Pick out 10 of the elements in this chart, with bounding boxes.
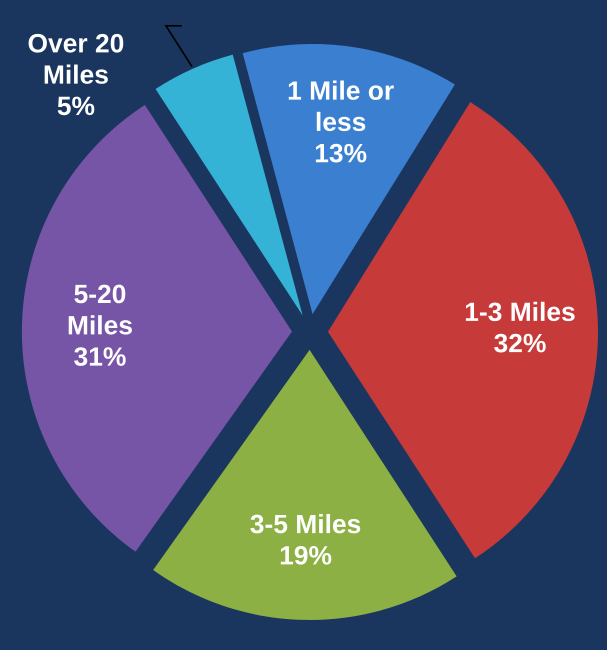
- data-label: 31%: [74, 347, 126, 366]
- slice-label: 1-3 Miles: [466, 302, 575, 322]
- slice-label: 5-20 Miles: [68, 284, 132, 335]
- slice-label: 3-5 Miles: [250, 514, 360, 534]
- slice-label: 1 Mile or less: [288, 80, 394, 132]
- data-label: 19%: [280, 546, 332, 565]
- data-label: 13%: [316, 144, 366, 163]
- data-label: 32%: [494, 334, 546, 352]
- slice-label: Over 20 Miles: [28, 34, 124, 84]
- data-label: 5%: [58, 96, 94, 116]
